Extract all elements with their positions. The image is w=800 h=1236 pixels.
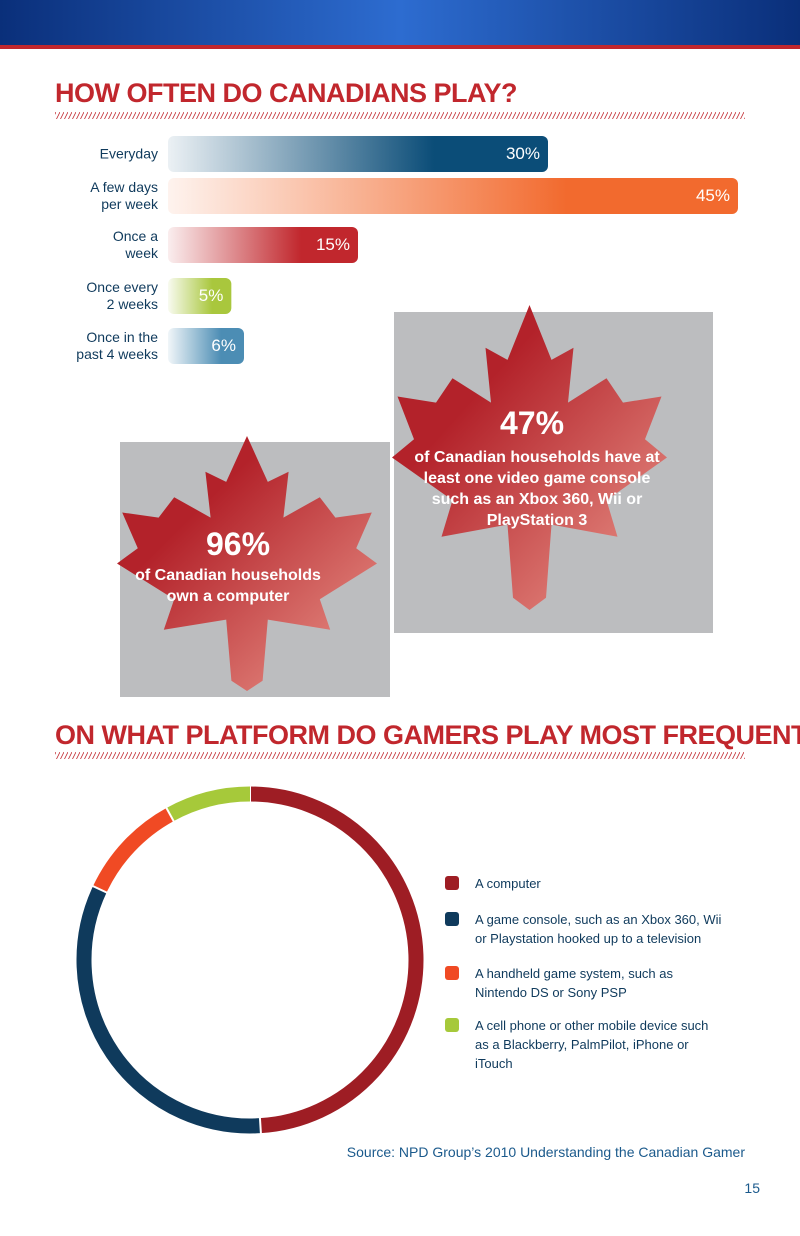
legend-label: A handheld game system, such as Nintendo… xyxy=(475,966,674,1000)
category-label: Once in the past 4 weeks xyxy=(76,329,158,362)
donut-segment xyxy=(249,786,424,1134)
maple-leaf xyxy=(117,436,377,691)
legend-label: A cell phone or other mobile device such… xyxy=(475,1018,709,1071)
category-label: Once a week xyxy=(112,228,158,261)
callout-text: of Canadian households own a computer xyxy=(135,567,321,605)
legend-swatch xyxy=(445,912,459,926)
category-label: A few days per week xyxy=(90,179,158,212)
header-rule xyxy=(0,45,800,49)
value-label: 30% xyxy=(505,144,540,163)
bar xyxy=(168,278,232,314)
legend-swatch xyxy=(445,1018,459,1032)
donut-segment xyxy=(93,807,174,893)
header-band xyxy=(0,0,800,45)
chart-title: ON WHAT PLATFORM DO GAMERS PLAY MOST FRE… xyxy=(55,720,800,750)
callout-text: of Canadian households have at least one… xyxy=(414,449,660,529)
legend-label: A game console, such as an Xbox 360, Wii… xyxy=(475,912,722,946)
bar xyxy=(168,136,548,172)
chart-title: HOW OFTEN DO CANADIANS PLAY? xyxy=(55,78,518,108)
callout-headline: 96% xyxy=(205,526,271,562)
callout-headline: 47% xyxy=(499,405,565,441)
donut-segment xyxy=(76,886,261,1134)
donut-segment xyxy=(166,786,251,822)
source: Source: NPD Group’s 2010 Understanding t… xyxy=(346,1144,745,1160)
page-number: 15 xyxy=(744,1180,760,1196)
legend-swatch xyxy=(445,966,459,980)
legend-swatch xyxy=(445,876,459,890)
segment-gap xyxy=(258,1116,262,1135)
category-label: Once every 2 weeks xyxy=(86,279,158,312)
maple-leaf xyxy=(392,305,667,610)
bar xyxy=(168,178,738,214)
segment-gap xyxy=(164,806,176,823)
category-label: Everyday xyxy=(99,145,158,162)
bar xyxy=(168,328,244,364)
title-rule xyxy=(55,752,745,759)
legend-label: A computer xyxy=(475,876,541,891)
segment-gap xyxy=(91,884,109,895)
value-label: 6% xyxy=(211,336,236,355)
bar xyxy=(168,227,358,263)
title-rule xyxy=(55,112,745,119)
value-label: 5% xyxy=(198,286,224,305)
value-label: 45% xyxy=(695,186,730,205)
value-label: 15% xyxy=(315,235,350,254)
